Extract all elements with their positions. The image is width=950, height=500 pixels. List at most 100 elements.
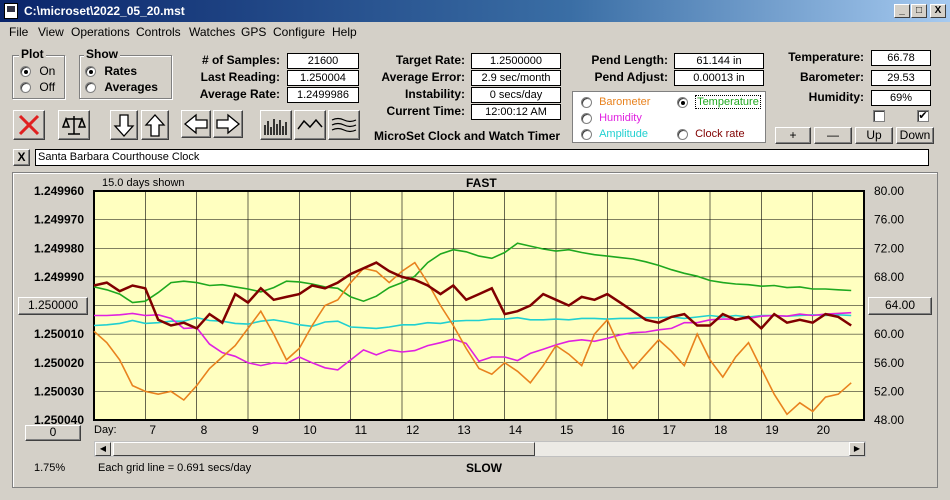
right-tick-label: 76.00 — [874, 213, 904, 227]
overlay-barometer-option[interactable]: Barometer — [581, 96, 650, 108]
plus-button[interactable]: + — [775, 127, 811, 144]
day-tick-label: 13 — [457, 423, 471, 437]
overlay-temperature-radio[interactable] — [677, 96, 688, 108]
overlay-amplitude-option[interactable]: Amplitude — [581, 128, 648, 140]
wave-icon — [297, 118, 323, 130]
overlay-clockrate-radio[interactable] — [677, 128, 688, 140]
left-tick-label: 1.250020 — [34, 356, 84, 370]
day-tick-label: 7 — [149, 423, 156, 437]
plot-on-option[interactable]: On — [20, 64, 55, 78]
scrollbar-thumb[interactable] — [113, 442, 535, 456]
target-rate-field[interactable]: 1.2500000 — [471, 53, 561, 69]
left-axis-ticks: 1.249960 1.249970 1.249980 1.249990 1.250010… — [34, 184, 84, 427]
clear-name-button[interactable]: X — [13, 149, 30, 166]
plot-on-radio[interactable] — [20, 66, 31, 78]
down-button[interactable]: Down — [896, 127, 934, 144]
current-time-field: 12:00:12 AM — [471, 104, 561, 120]
day-tick-label: 18 — [714, 423, 728, 437]
overlay-humidity-option[interactable]: Humidity — [581, 112, 642, 124]
show-rates-radio[interactable] — [85, 66, 96, 78]
plot-off-option[interactable]: Off — [20, 80, 55, 94]
scroll-left-arrow-icon[interactable]: ◀ — [95, 442, 111, 456]
right-tick-label: 80.00 — [874, 184, 904, 198]
plot-off-radio[interactable] — [20, 82, 31, 94]
bar-view-button[interactable] — [260, 110, 292, 140]
overlay-clockrate-option[interactable]: Clock rate — [677, 128, 745, 140]
day-tick-label: 15 — [560, 423, 574, 437]
scale-down-button[interactable] — [110, 110, 138, 140]
day-tick-label: 8 — [201, 423, 208, 437]
plot-group-label: Plot — [19, 47, 46, 61]
scroll-right-arrow-icon[interactable]: ▶ — [849, 442, 865, 456]
average-rate-field: 1.2499986 — [287, 87, 359, 103]
arrow-down-icon — [113, 114, 135, 137]
left-tick-label: 1.249990 — [34, 270, 84, 284]
plot-off-label: Off — [39, 80, 56, 94]
barometer-field: 29.53 — [871, 70, 931, 86]
grid-lines — [94, 191, 864, 420]
right-tick-label: 68.00 — [874, 270, 904, 284]
menu-help[interactable]: Help — [332, 25, 357, 39]
day-tick-label: 17 — [663, 423, 677, 437]
clock-name-field[interactable]: Santa Barbara Courthouse Clock — [35, 149, 929, 166]
calibrate-button[interactable] — [58, 110, 90, 140]
left-tick-label: 1.249970 — [34, 213, 84, 227]
scroll-left-button[interactable] — [181, 110, 211, 138]
slow-label: SLOW — [466, 461, 502, 475]
menu-file[interactable]: File — [9, 25, 29, 39]
pend-adjust-field: 0.00013 in — [674, 70, 764, 86]
menu-gps[interactable]: GPS — [241, 25, 267, 39]
smooth-lines-icon — [331, 117, 357, 133]
line-view-button[interactable] — [294, 110, 326, 140]
menu-operations[interactable]: Operations — [71, 25, 130, 39]
checkbox-left[interactable] — [873, 110, 885, 122]
show-group-label: Show — [84, 47, 120, 61]
instability-field: 0 secs/day — [471, 87, 561, 103]
day-tick-label: 10 — [303, 423, 317, 437]
overlay-barometer-radio[interactable] — [581, 96, 592, 108]
up-button[interactable]: Up — [855, 127, 893, 144]
average-rate-label: Average Rate: — [199, 87, 280, 101]
samples-field: 21600 — [287, 53, 359, 69]
show-averages-radio[interactable] — [85, 82, 96, 94]
series-lines — [93, 242, 852, 416]
menu-watches[interactable]: Watches — [189, 25, 236, 39]
minimize-button[interactable]: _ — [894, 4, 910, 18]
minus-button[interactable]: — — [814, 127, 852, 144]
scroll-right-button[interactable] — [213, 110, 243, 138]
center-rate-button[interactable]: 1.250000 — [18, 297, 88, 315]
overlay-humidity-radio[interactable] — [581, 112, 592, 124]
right-axis-ticks: 80.00 76.00 72.00 68.00 60.00 56.00 52.00 48.00 — [874, 184, 904, 427]
right-tick-label: 48.00 — [874, 413, 904, 427]
overlay-barometer-label: Barometer — [599, 96, 651, 108]
checkbox-right[interactable]: ✔ — [917, 110, 929, 122]
series-humidity — [94, 311, 852, 371]
overlay-amplitude-radio[interactable] — [581, 128, 592, 140]
pend-length-label: Pend Length: — [591, 53, 668, 67]
menu-view[interactable]: View — [38, 25, 64, 39]
menu-configure[interactable]: Configure — [273, 25, 326, 39]
scale-icon — [61, 116, 87, 135]
show-rates-label: Rates — [104, 64, 138, 78]
show-averages-option[interactable]: Averages — [85, 80, 158, 94]
fast-label: FAST — [466, 176, 497, 190]
window-title: C:\microset\2022_05_20.mst — [24, 4, 185, 18]
show-rates-option[interactable]: Rates — [85, 64, 137, 78]
red-x-icon — [18, 114, 40, 136]
humidity-label: Humidity: — [808, 90, 864, 104]
clear-button[interactable] — [13, 110, 45, 140]
day-tick-label: 9 — [252, 423, 259, 437]
menu-controls[interactable]: Controls — [136, 25, 181, 39]
series-barometer — [93, 261, 852, 416]
smooth-view-button[interactable] — [328, 110, 360, 140]
overlay-temperature-option[interactable]: Temperature — [677, 95, 761, 109]
scale-up-button[interactable] — [141, 110, 169, 140]
last-reading-label: Last Reading: — [200, 70, 280, 84]
center-temp-button[interactable]: 64.00 — [868, 297, 932, 315]
bars-icon — [264, 119, 287, 135]
close-window-button[interactable]: X — [930, 4, 946, 18]
chart-scrollbar[interactable]: ◀ ▶ — [94, 441, 866, 457]
grid-note-label: Each grid line = 0.691 secs/day — [98, 462, 252, 474]
maximize-button[interactable]: □ — [911, 4, 927, 18]
zero-button[interactable]: 0 — [25, 425, 81, 441]
